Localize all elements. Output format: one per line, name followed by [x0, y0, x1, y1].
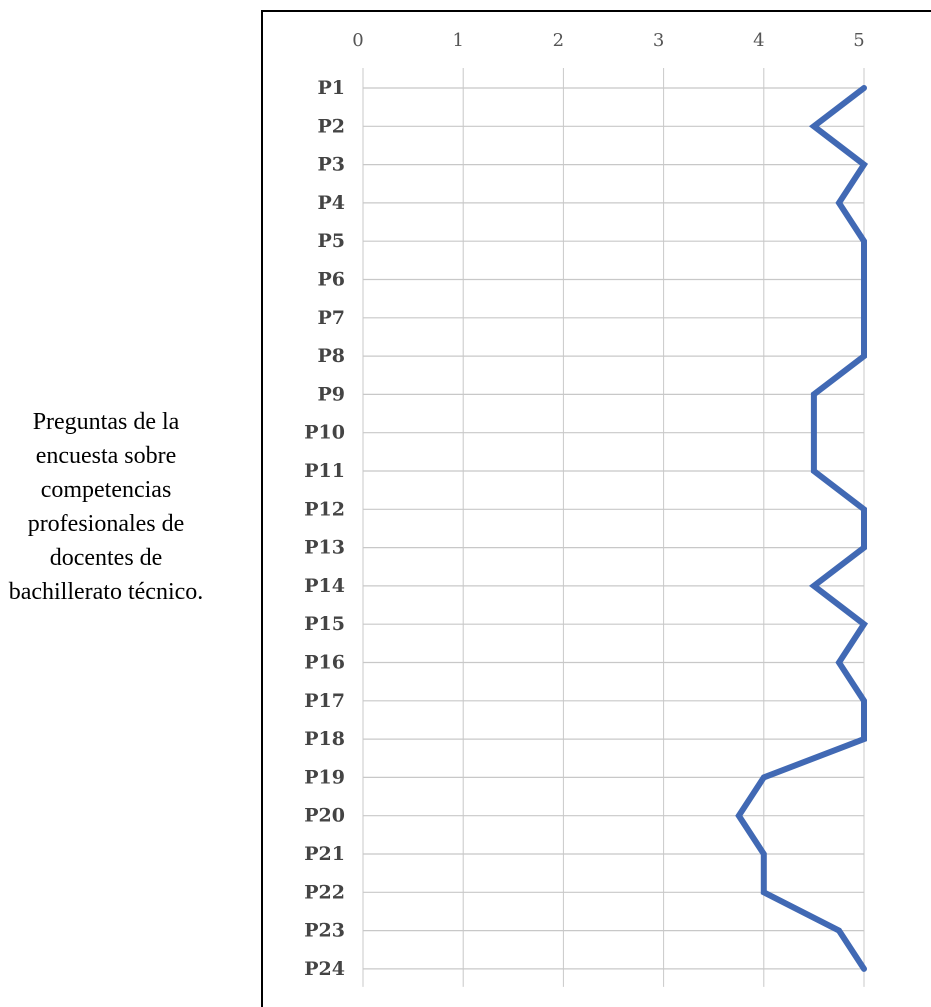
x-tick-label: 3 — [653, 30, 664, 51]
category-label: P4 — [317, 192, 345, 214]
category-label: P2 — [317, 115, 345, 137]
category-label: P16 — [304, 652, 345, 674]
series-line — [735, 85, 869, 972]
category-label: P12 — [304, 498, 345, 520]
x-tick-label: 2 — [553, 30, 564, 51]
category-label: P22 — [304, 881, 345, 903]
y-axis-side-label: Preguntas de la encuesta sobre competenc… — [8, 409, 204, 605]
category-label: P1 — [317, 77, 345, 99]
category-label: P8 — [317, 345, 345, 367]
category-label: P21 — [304, 843, 345, 865]
category-label: P7 — [317, 307, 345, 329]
category-label: P15 — [304, 613, 345, 635]
x-tick-label: 1 — [452, 30, 463, 51]
category-labels: P1 P2 P3 P4 P5 P6 P7 P8 P9 P10 P11 P12 P13 P14 P15 P16 P… — [304, 77, 345, 980]
chart-frame — [261, 10, 931, 1007]
category-label: P18 — [304, 728, 345, 750]
category-label: P11 — [304, 460, 345, 482]
category-label: P9 — [317, 383, 345, 405]
x-tick-label: 4 — [753, 30, 764, 51]
category-label: P3 — [317, 154, 345, 176]
category-label: P10 — [304, 422, 345, 444]
category-label: P24 — [304, 958, 345, 980]
x-axis-ticks: 0 1 2 3 4 5 — [352, 30, 864, 51]
category-label: P6 — [317, 269, 345, 291]
category-label: P14 — [304, 575, 345, 597]
series-line-group — [735, 85, 869, 972]
x-tick-label: 5 — [853, 30, 864, 51]
category-label: P17 — [304, 690, 345, 712]
x-tick-label: 0 — [352, 30, 363, 51]
horizontal-gridlines — [363, 87, 864, 970]
category-label: P20 — [304, 805, 345, 827]
category-label: P5 — [317, 230, 345, 252]
category-label: P19 — [304, 766, 345, 788]
category-label: P23 — [304, 920, 345, 942]
vertical-gridlines — [362, 68, 865, 987]
category-label: P13 — [304, 537, 345, 559]
